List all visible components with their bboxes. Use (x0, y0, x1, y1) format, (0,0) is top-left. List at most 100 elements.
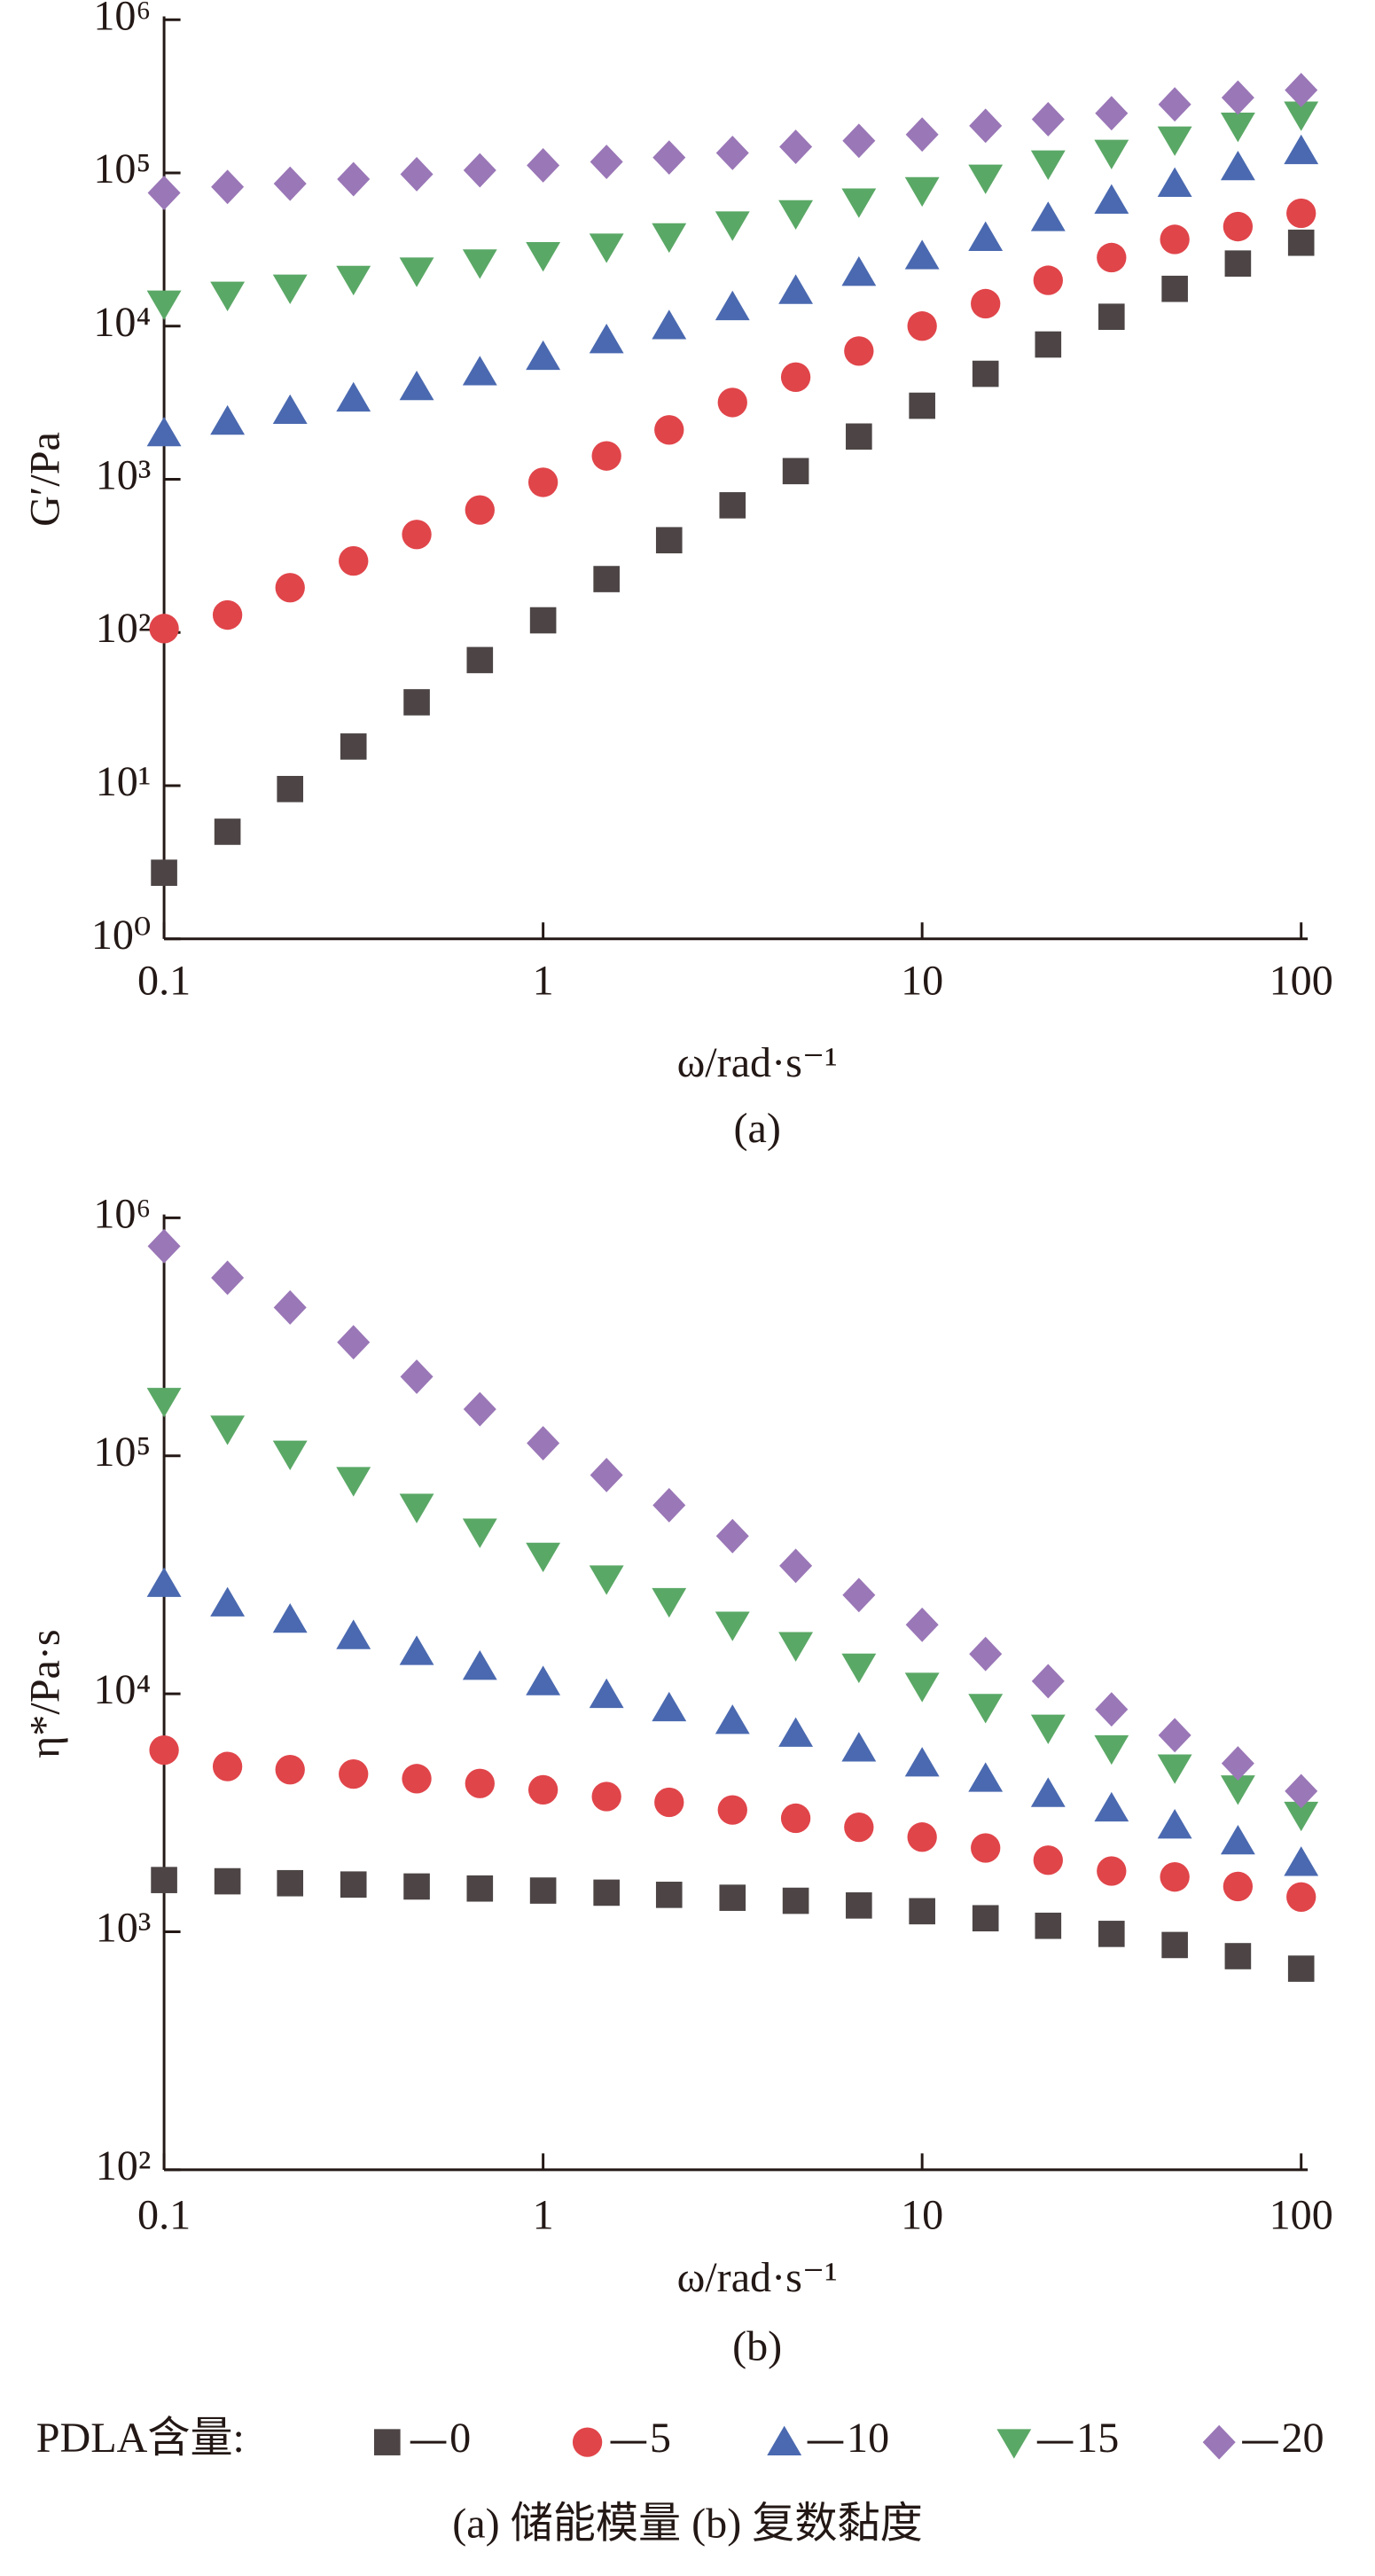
marker-square (719, 492, 746, 519)
marker-square (151, 1867, 177, 1893)
marker-diamond (842, 1578, 876, 1613)
x-tick-label: 0.1 (137, 958, 191, 1005)
marker-diamond (147, 1228, 181, 1264)
y-tick-label: 10⁶ (93, 1190, 151, 1237)
marker-square (593, 566, 620, 592)
marker-triangle (1030, 201, 1066, 231)
marker-square (846, 423, 872, 450)
marker-diamond (400, 157, 434, 192)
marker-square (403, 689, 430, 716)
marker-diamond (905, 117, 939, 153)
marker-circle (654, 1787, 684, 1818)
marker-circle (149, 1734, 179, 1766)
marker-triangle (841, 1732, 877, 1762)
marker-circle (907, 311, 937, 341)
marker-diamond (590, 1458, 623, 1492)
y-tick-label: 10⁶ (93, 0, 151, 39)
marker-circle (1223, 211, 1254, 242)
marker-circle (572, 2427, 603, 2457)
marker-circle (1097, 242, 1127, 273)
marker-triangle-down (652, 1587, 687, 1618)
marker-triangle-down (1284, 1801, 1319, 1832)
marker-circle (339, 545, 369, 576)
marker-triangle (399, 370, 434, 401)
marker-square (846, 1892, 872, 1919)
marker-diamond (1031, 1664, 1065, 1699)
marker-square (782, 458, 809, 485)
marker-triangle-down (210, 1415, 246, 1445)
marker-triangle (968, 1762, 1004, 1792)
marker-triangle (1220, 1824, 1255, 1855)
marker-triangle (1157, 167, 1192, 197)
marker-triangle (272, 1602, 308, 1633)
marker-circle (1286, 1882, 1316, 1912)
marker-triangle-down (715, 1611, 750, 1641)
y-tick-label: 10³ (96, 1905, 152, 1952)
x-tick-label: 10 (901, 2191, 943, 2238)
marker-diamond (715, 1518, 749, 1554)
x-tick-label: 100 (1270, 2191, 1333, 2238)
marker-diamond (779, 129, 813, 164)
marker-circle (1160, 224, 1190, 254)
marker-diamond (211, 169, 245, 205)
marker-triangle (210, 404, 246, 435)
marker-triangle-down (462, 1518, 497, 1548)
x-tick-label: 100 (1270, 958, 1333, 1005)
marker-diamond (273, 1290, 307, 1325)
marker-triangle (1030, 1777, 1066, 1807)
x-tick-label: 0.1 (137, 2191, 191, 2238)
marker-triangle-down (462, 249, 497, 279)
marker-triangle-down (1030, 150, 1066, 180)
marker-diamond (715, 136, 749, 170)
marker-triangle (904, 239, 940, 270)
marker-triangle-down (1220, 113, 1255, 143)
marker-square (214, 1867, 241, 1895)
marker-diamond (273, 166, 307, 201)
marker-circle (402, 1764, 432, 1794)
marker-triangle (715, 290, 750, 321)
marker-triangle (210, 1586, 246, 1617)
legend-label: 5 (650, 2415, 671, 2462)
marker-diamond (1031, 102, 1065, 137)
marker-diamond (337, 161, 371, 197)
marker-triangle-down (968, 164, 1004, 194)
marker-triangle-down (1220, 1775, 1255, 1805)
marker-diamond (337, 1325, 371, 1360)
marker-circle (780, 362, 811, 392)
marker-circle (527, 467, 559, 497)
marker-triangle-down (526, 242, 561, 272)
marker-triangle (1094, 184, 1129, 214)
chart-caption: (a) (733, 1105, 780, 1152)
marker-circle (844, 1812, 874, 1843)
marker-square (1224, 1943, 1252, 1969)
marker-circle (844, 336, 874, 366)
marker-square (593, 1879, 620, 1907)
marker-triangle (904, 1747, 940, 1777)
marker-diamond (779, 1548, 813, 1584)
x-tick-label: 10 (901, 958, 943, 1005)
marker-triangle (767, 2425, 802, 2455)
marker-circle (654, 415, 684, 445)
marker-triangle (778, 1717, 814, 1747)
marker-triangle-down (904, 176, 940, 207)
marker-diamond (905, 1607, 939, 1642)
y-axis-label: η*/Pa·s (22, 1629, 69, 1758)
marker-triangle-down (336, 1467, 371, 1497)
marker-diamond (1221, 1746, 1254, 1781)
x-tick-label: 1 (533, 2191, 554, 2238)
marker-diamond (1095, 96, 1129, 131)
marker-triangle-down (146, 1388, 182, 1418)
marker-square (655, 527, 683, 554)
marker-triangle-down (1094, 139, 1129, 169)
y-tick-label: 10⁵ (93, 1429, 151, 1476)
marker-triangle-down (968, 1694, 1004, 1724)
y-tick-label: 10² (96, 2142, 152, 2189)
legend-label: 10 (847, 2415, 889, 2462)
marker-triangle-down (589, 1565, 624, 1595)
marker-triangle (462, 1650, 497, 1680)
marker-triangle (1220, 150, 1255, 181)
y-tick-label: 10⁰ (91, 912, 151, 959)
marker-circle (339, 1758, 369, 1789)
y-tick-label: 10³ (96, 452, 152, 499)
